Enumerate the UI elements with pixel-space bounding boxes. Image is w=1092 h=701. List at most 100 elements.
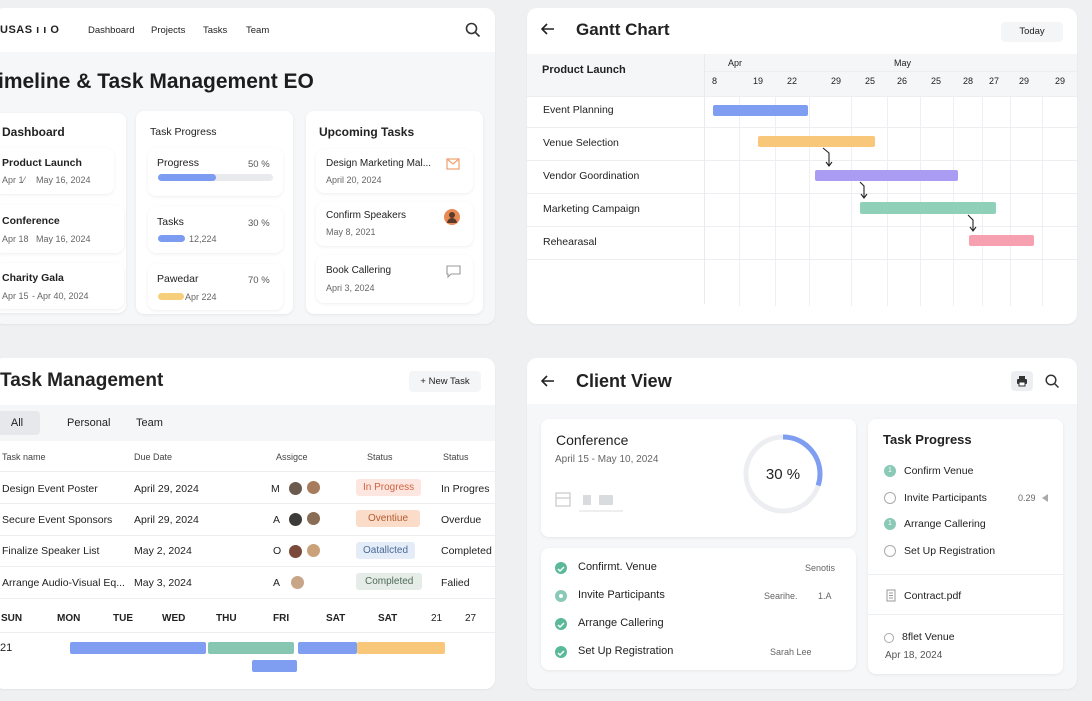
file-name[interactable]: Contract.pdf — [904, 590, 962, 602]
radio-icon[interactable] — [884, 492, 896, 504]
progress-item[interactable]: Pawedar 70 % Apr 224 — [148, 264, 283, 310]
grid-line — [775, 96, 776, 306]
day-label: 29 — [1019, 76, 1030, 86]
check-icon[interactable] — [555, 618, 567, 630]
progress-percent: 70 % — [248, 275, 270, 286]
project-item-conference[interactable]: Conference Apr 18 May 16, 2024 — [0, 205, 124, 253]
timeline-bar[interactable] — [298, 642, 357, 654]
grid-line — [1010, 96, 1011, 306]
progress-item[interactable]: Progress 50 % — [148, 148, 283, 196]
progress-sub: 12,224 — [189, 234, 217, 244]
check-icon[interactable] — [555, 562, 567, 574]
nav-team[interactable]: Team — [246, 25, 270, 36]
tab-all[interactable]: All — [0, 411, 40, 435]
client-view-title: Client View — [576, 371, 672, 391]
avatar — [288, 481, 303, 496]
project-name: Product Launch — [2, 157, 82, 169]
print-button[interactable] — [1011, 371, 1033, 391]
caret-left-icon — [1042, 494, 1048, 502]
tab-team[interactable]: Team — [136, 417, 163, 429]
search-icon[interactable] — [1045, 374, 1060, 389]
done-icon[interactable]: 1 — [884, 518, 896, 530]
grid-row-line — [527, 127, 1077, 128]
project-name: Conference — [2, 215, 60, 227]
gantt-bar-rehearsal[interactable] — [969, 235, 1034, 246]
gantt-bar-event-planning[interactable] — [713, 105, 808, 116]
radio-icon[interactable] — [884, 545, 896, 557]
grid-line — [887, 96, 888, 306]
gantt-bar-vendor-coordination[interactable] — [815, 170, 958, 181]
project-item-charity-gala[interactable]: Charity Gala Apr 15 - Apr 40, 2024 — [0, 263, 124, 309]
new-task-label: New Task — [428, 376, 470, 387]
grid-row-line — [527, 259, 1077, 260]
task-name[interactable]: Arrange Audio-Visual Eq... — [2, 577, 125, 589]
search-icon[interactable] — [465, 22, 481, 38]
pending-icon[interactable] — [555, 590, 567, 602]
task-assign: M — [271, 483, 280, 495]
chat-icon[interactable] — [446, 265, 461, 278]
progress-fill — [158, 235, 185, 242]
nav-projects[interactable]: Projects — [151, 25, 186, 36]
weekday-label: SAT — [326, 613, 346, 624]
upcoming-title: Confirm Speakers — [326, 210, 407, 221]
timeline-panel: USAS ı ı O Dashboard Projects Tasks Team… — [0, 8, 495, 324]
timeline-bar[interactable] — [70, 642, 206, 654]
mail-icon[interactable] — [446, 158, 460, 170]
new-task-button[interactable]: + New Task — [409, 371, 481, 392]
radio-icon[interactable] — [884, 633, 894, 643]
weekday-label: TUE — [113, 613, 133, 624]
upcoming-item[interactable]: Book Callering Apri 3, 2024 — [316, 255, 473, 303]
day-label: 26 — [897, 76, 908, 86]
gantt-row-label: Event Planning — [543, 104, 614, 116]
column-header: Due Date — [134, 452, 173, 462]
grid-line — [809, 96, 810, 306]
progress-ring-fill — [743, 434, 823, 514]
task-name[interactable]: Secure Event Sponsors — [2, 514, 113, 526]
tab-personal[interactable]: Personal — [67, 417, 111, 429]
upcoming-item[interactable]: Design Marketing Mal... April 20, 2024 — [316, 149, 473, 193]
gantt-bar-venue-selection[interactable] — [758, 136, 875, 147]
task-status: Overdue — [441, 514, 482, 526]
client-header — [527, 358, 1077, 404]
day-label: 29 — [1055, 76, 1066, 86]
weekday-label: SUN — [1, 613, 23, 624]
timeline-bar[interactable] — [357, 642, 445, 654]
client-task-progress-card: Task Progress 1 Confirm Venue Invite Par… — [868, 419, 1063, 674]
progress-item[interactable]: Tasks 30 % 12,224 — [148, 207, 283, 253]
back-arrow-icon[interactable] — [541, 375, 555, 387]
today-button[interactable]: Today — [1001, 22, 1063, 42]
timeline-bar[interactable] — [252, 660, 297, 672]
task-name[interactable]: Design Event Poster — [2, 483, 98, 495]
day-label: 22 — [787, 76, 798, 86]
project-end: May 16, 2024 — [36, 234, 91, 244]
timeline-bar[interactable] — [208, 642, 294, 654]
dependency-arrows — [822, 147, 977, 232]
page-title: imeline & Task Management EO — [0, 70, 314, 93]
day-label: 19 — [753, 76, 764, 86]
grid-line — [739, 96, 740, 306]
checklist-card: Confirmt. Venue Senotis Invite Participa… — [541, 548, 856, 670]
progress-value: 30 % — [765, 466, 801, 483]
task-name[interactable]: Finalize Speaker List — [2, 545, 100, 557]
gantt-row-label: Rehearasal — [543, 236, 597, 248]
gantt-project-name: Product Launch — [542, 64, 626, 76]
upcoming-item[interactable]: Confirm Speakers May 8, 2021 — [316, 202, 473, 246]
grid-line — [1042, 96, 1043, 306]
nav-tasks[interactable]: Tasks — [203, 25, 228, 36]
project-item-product-launch[interactable]: Product Launch Apr 1⁄ May 16, 2024 — [0, 148, 114, 194]
avatar — [306, 543, 321, 558]
check-icon[interactable] — [555, 646, 567, 658]
gantt-header — [527, 54, 1077, 96]
back-arrow-icon[interactable] — [541, 23, 555, 35]
done-icon[interactable]: 1 — [884, 465, 896, 477]
task-due: May 3, 2024 — [134, 577, 192, 589]
progress-track — [158, 293, 273, 300]
project-name: Charity Gala — [2, 272, 64, 284]
grid-row-line — [527, 226, 1077, 227]
project-start: Apr 1⁄ — [2, 175, 26, 185]
nav-dashboard[interactable]: Dashboard — [88, 25, 135, 36]
brand-logo: USAS ı ı O — [0, 24, 60, 36]
gantt-bar-marketing-campaign[interactable] — [860, 202, 996, 214]
upcoming-date: Apri 3, 2024 — [326, 283, 375, 293]
upcoming-title: Design Marketing Mal... — [326, 158, 432, 169]
